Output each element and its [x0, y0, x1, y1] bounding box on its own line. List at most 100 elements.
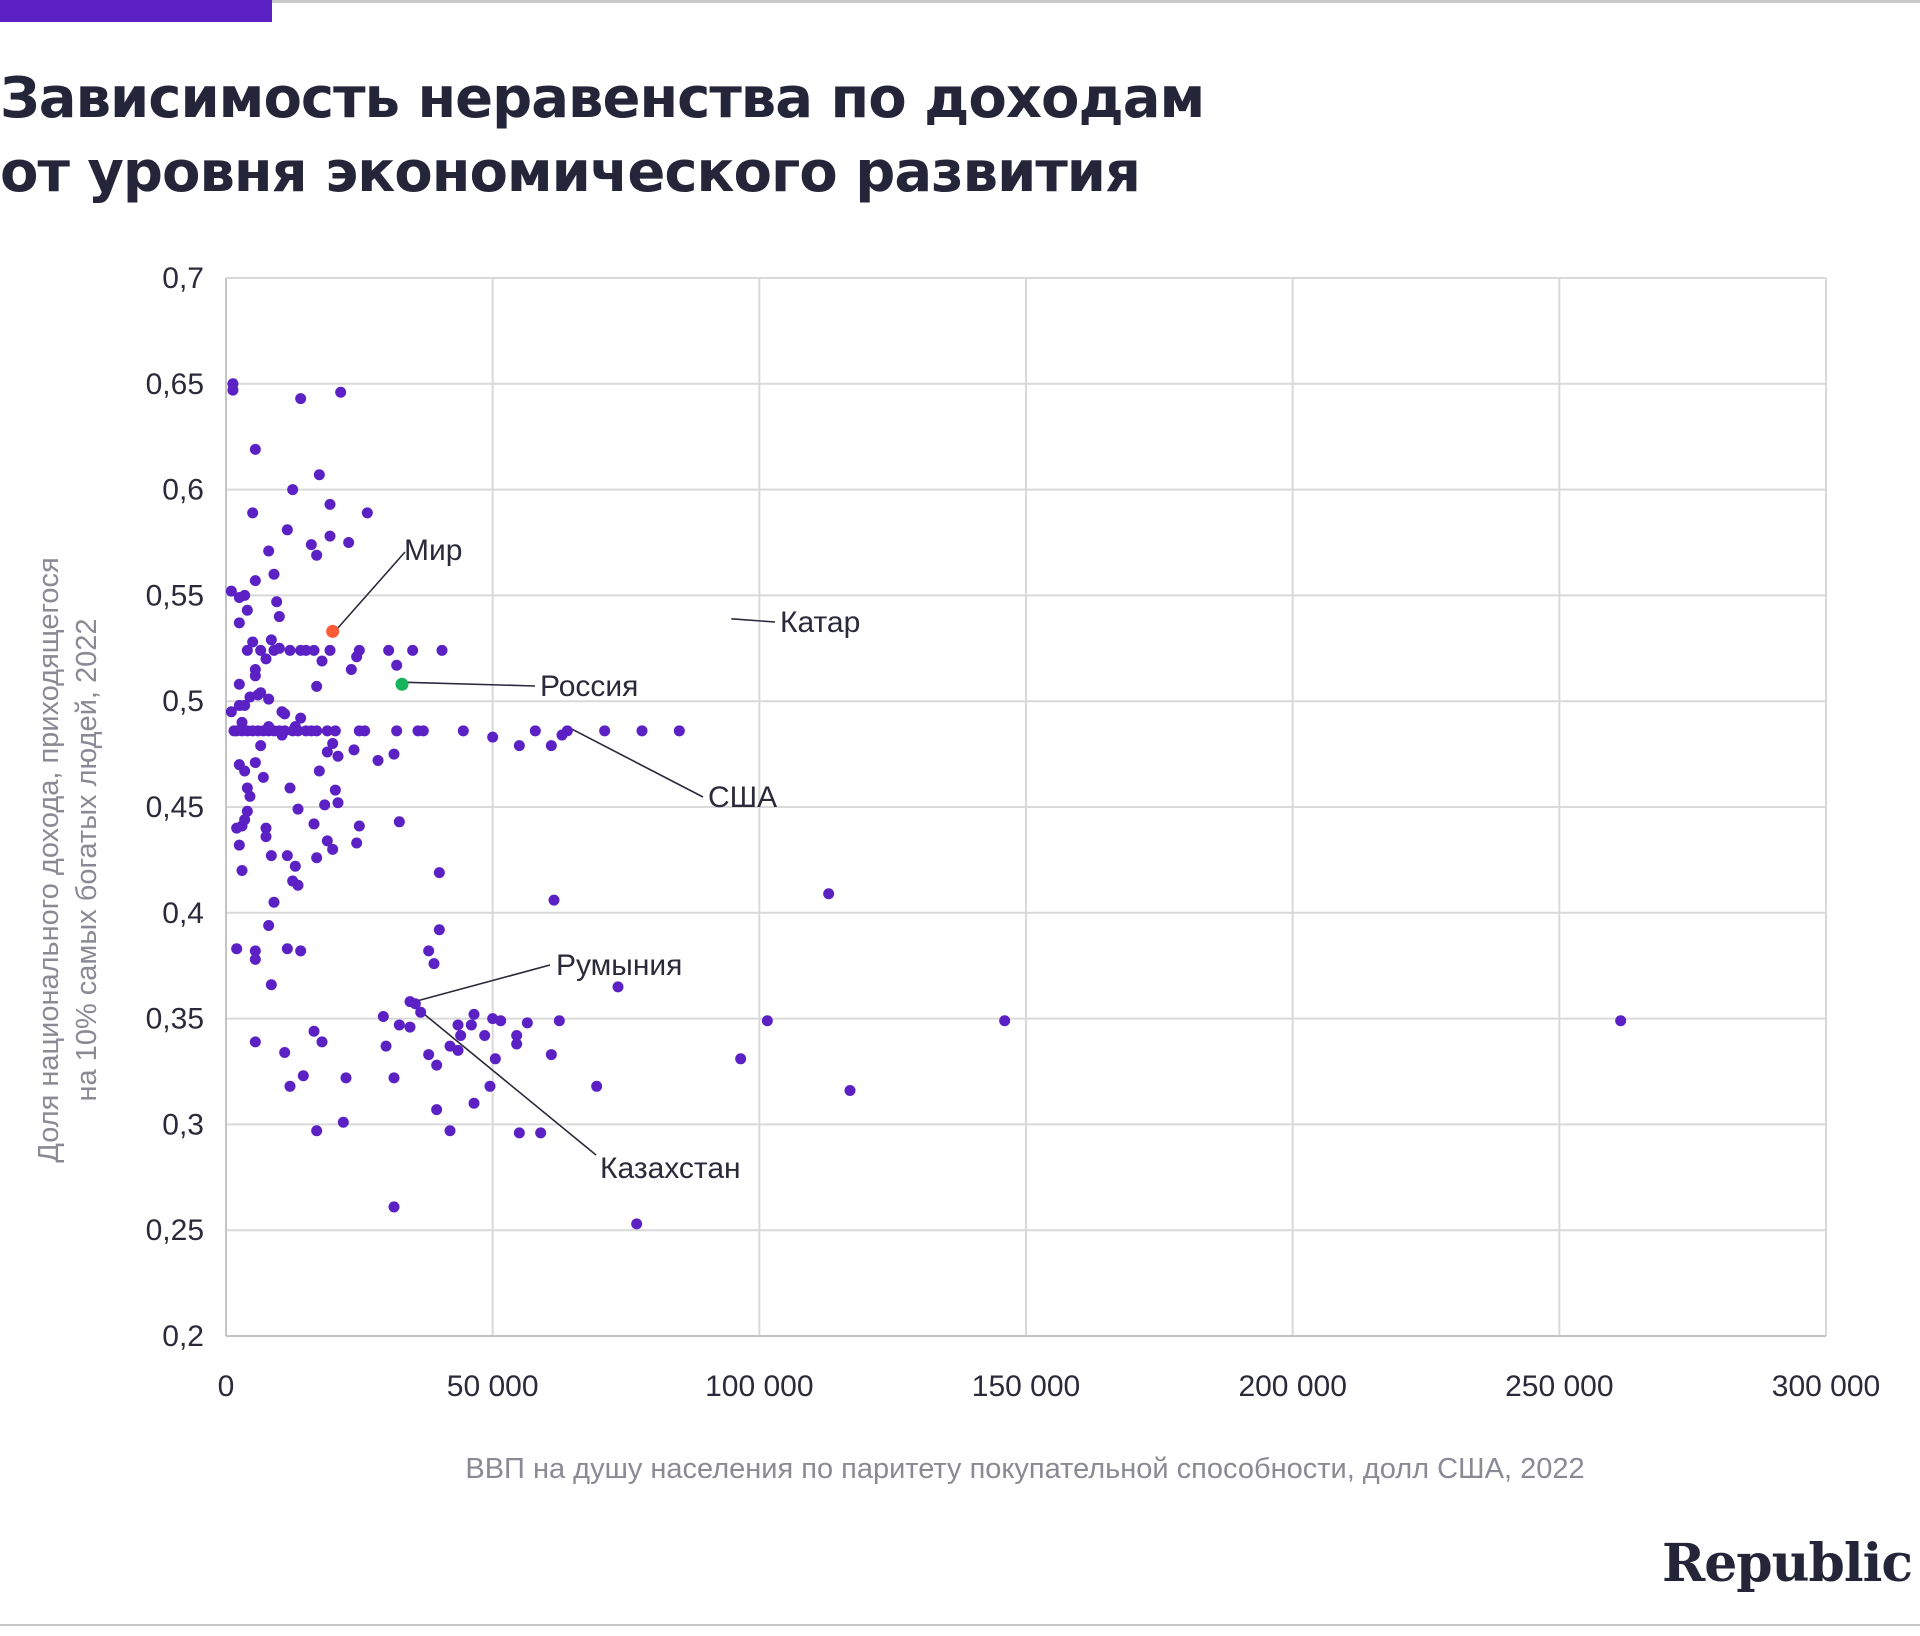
scatter-point: [545, 1049, 557, 1061]
scatter-point: [521, 1017, 533, 1029]
scatter-point: [281, 850, 293, 862]
scatter-point: [308, 818, 320, 830]
scatter-point: [316, 655, 328, 667]
x-tick-label: 300 000: [1772, 1370, 1880, 1403]
scatter-point: [823, 888, 835, 900]
scatter-point: [452, 1019, 464, 1031]
scatter-point: [428, 958, 440, 970]
scatter-point: [423, 1049, 435, 1061]
scatter-point: [353, 820, 365, 832]
scatter-point: [327, 843, 339, 855]
scatter-point: [484, 1080, 496, 1092]
scatter-point: [391, 725, 403, 737]
scatter-point: [316, 1036, 328, 1048]
scatter-point: [351, 651, 363, 663]
x-axis-ticks: 0 50 000 100 000 150 000 200 000 250 000 300 0…: [218, 1370, 1881, 1403]
scatter-point: [415, 1006, 427, 1018]
scatter-point: [292, 803, 304, 815]
scatter-point: [289, 860, 301, 872]
scatter-point: [257, 771, 269, 783]
scatter-point: [279, 708, 291, 720]
y-tick-label: 0,3: [162, 1108, 204, 1141]
scatter-point: [388, 1201, 400, 1213]
scatter-point: [233, 592, 245, 604]
scatter-point: [289, 721, 301, 733]
scatter-point: [380, 1040, 392, 1052]
scatter-point: [249, 757, 261, 769]
annotation-leader-lines: [336, 551, 776, 1156]
scatter-point: [239, 699, 251, 711]
y-tick-label: 0,35: [146, 1003, 204, 1036]
scatter-chart: 0,2 0,25 0,3 0,35 0,4 0,45 0,5 0,55 0,6 0,65 0,7 0…: [33, 262, 1881, 1485]
scatter-point: [548, 894, 560, 906]
scatter-point: [409, 998, 421, 1010]
y-tick-label: 0,55: [146, 579, 204, 612]
scatter-point: [311, 549, 323, 561]
scatter-point: [295, 945, 307, 957]
scatter-point: [377, 1010, 389, 1022]
scatter-point: [225, 585, 237, 597]
scatter-point: [324, 498, 336, 510]
scatter-point: [433, 924, 445, 936]
scatter-point: [241, 604, 253, 616]
scatter-point: [529, 725, 541, 737]
scatter-point: [423, 945, 435, 957]
scatter-point: [313, 765, 325, 777]
scatter-point: [591, 1080, 603, 1092]
scatter-point: [244, 790, 256, 802]
scatter-point: [351, 837, 363, 849]
y-tick-label: 0,65: [146, 368, 204, 401]
scatter-point: [239, 814, 251, 826]
scatter-point: [599, 725, 611, 737]
y-tick-label: 0,6: [162, 474, 204, 507]
scatter-point: [489, 1053, 501, 1065]
scatter-point: [295, 712, 307, 724]
x-axis-title: ВВП на душу населения по паритету покупа…: [465, 1453, 1584, 1485]
bottom-divider: [0, 1624, 1920, 1626]
scatter-point: [247, 636, 259, 648]
accent-bar: [0, 0, 272, 22]
scatter-point: [343, 537, 355, 548]
scatter-point: [284, 644, 296, 656]
scatter-point: [673, 725, 685, 737]
scatter-point: [388, 748, 400, 760]
y-axis-ticks: 0,2 0,25 0,3 0,35 0,4 0,45 0,5 0,55 0,6 0,65 0,7: [146, 262, 204, 1353]
y-tick-label: 0,5: [162, 685, 204, 718]
scatter-point: [345, 663, 357, 675]
scatter-point: [332, 797, 344, 809]
scatter-point: [761, 1015, 773, 1027]
scatter-point: [236, 864, 248, 876]
scatter-point: [311, 725, 323, 737]
y-axis-title-line-2: на 10% самых богатых людей, 2022: [71, 618, 103, 1101]
scatter-point: [383, 644, 395, 656]
scatter-point: [553, 1015, 565, 1027]
scatter-point: [231, 822, 243, 834]
scatter-point: [359, 725, 371, 737]
scatter-point: [321, 835, 333, 847]
scatter-point: [327, 738, 339, 750]
scatter-point: [337, 1116, 349, 1128]
scatter-point: [241, 805, 253, 817]
annotation-label: США: [708, 781, 777, 814]
scatter-point: [241, 782, 253, 794]
scatter-point: [279, 1046, 291, 1058]
scatter-point: [468, 1097, 480, 1109]
scatter-point: [263, 919, 275, 931]
annotation-leader: [405, 681, 536, 687]
scatter-point: [308, 644, 320, 656]
scatter-point: [321, 725, 333, 737]
scatter-point: [233, 617, 245, 629]
annotation-label: Россия: [540, 670, 638, 703]
x-tick-label: 250 000: [1505, 1370, 1613, 1403]
chart-title-line-1: Зависимость неравенства по доходам: [0, 66, 1205, 131]
scatter-point: [255, 740, 267, 752]
scatter-point: [247, 507, 259, 519]
scatter-point: [236, 716, 248, 728]
scatter-point: [311, 1125, 323, 1137]
scatter-point: [281, 943, 293, 955]
annotation-label: Катар: [780, 606, 860, 639]
scatter-point: [313, 469, 325, 481]
scatter-point: [487, 731, 499, 743]
scatter-point: [231, 943, 243, 955]
x-tick-label: 100 000: [705, 1370, 813, 1403]
